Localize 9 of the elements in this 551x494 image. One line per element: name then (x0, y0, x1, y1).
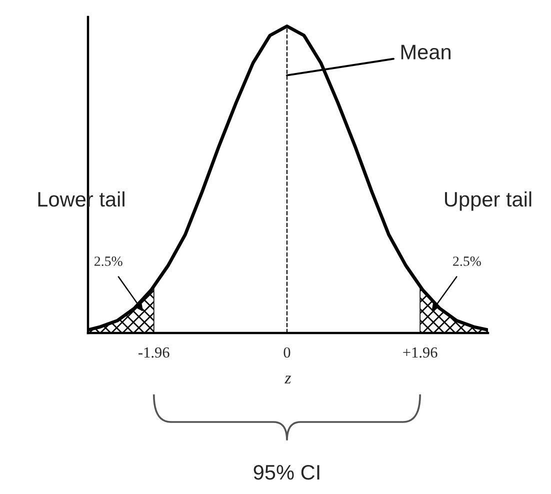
x-tick-label: -1.96 (138, 347, 170, 358)
x-tick-label: +1.96 (403, 347, 438, 358)
x-tick-label: 0 (284, 347, 290, 358)
annotation: 2.5% (453, 256, 481, 266)
text: 95% CI (254, 464, 320, 480)
annotation: Mean (401, 44, 450, 60)
annotation: Upper tail (445, 191, 532, 211)
annotation: 2.5% (94, 256, 122, 266)
x-axis-title: z (284, 376, 292, 384)
